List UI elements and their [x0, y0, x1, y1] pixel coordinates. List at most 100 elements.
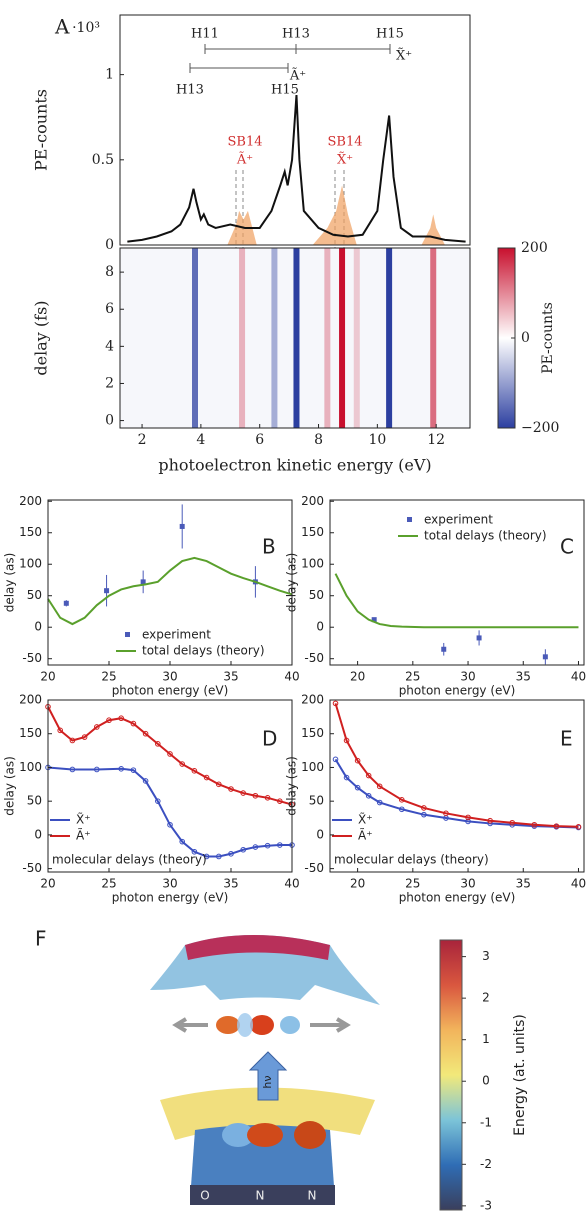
- marker: [179, 838, 185, 845]
- marker: [553, 823, 560, 829]
- panel-label: D: [262, 727, 277, 751]
- plot-frame: [119, 14, 471, 246]
- x-tick-label: 35: [516, 877, 531, 891]
- marker: [130, 720, 137, 727]
- x-tick-label: 25: [405, 877, 420, 891]
- marker: [69, 737, 76, 744]
- x-axis-label: photon energy (eV): [112, 684, 229, 698]
- colorbar: [439, 939, 463, 1211]
- marker: [575, 824, 582, 830]
- colorbar-tick-label: 0: [482, 1074, 490, 1088]
- colorbar-tick-label: -3: [480, 1198, 492, 1212]
- marker: [140, 579, 146, 585]
- marker: [252, 844, 259, 850]
- colorbar-tick-label: −200: [521, 420, 559, 436]
- marker: [264, 842, 271, 849]
- marker: [252, 792, 259, 799]
- marker: [509, 819, 516, 826]
- legend-label: total delays (theory): [424, 529, 547, 543]
- marker: [476, 635, 482, 641]
- marker: [167, 821, 173, 828]
- x-tick-label: 40: [571, 670, 586, 684]
- marker: [354, 757, 361, 764]
- annotation: H15: [271, 83, 299, 98]
- panel-a-annotations: H11 H13 H15 X̃⁺ Ã⁺ H13 H15 SB14 Ã⁺ SB14 …: [176, 27, 412, 428]
- legend-label: total delays (theory): [142, 644, 265, 658]
- annotation: H13: [282, 27, 310, 42]
- marker: [69, 766, 76, 773]
- panel-f-illustration: hν O N N: [150, 935, 380, 1205]
- panel: A ·10³ 0 0.5 1 PE-counts: [32, 14, 471, 253]
- y-tick-label: 100: [19, 760, 42, 774]
- annotation: SB14: [327, 135, 362, 150]
- marker: [104, 588, 110, 594]
- marker: [398, 797, 405, 803]
- marker: [487, 817, 493, 824]
- x-tick-label: 40: [571, 877, 586, 891]
- y-tick-label: 150: [301, 726, 324, 740]
- annotation: H11: [191, 27, 219, 42]
- plot-frame: [119, 247, 471, 429]
- x-tick-label: 8: [314, 432, 323, 448]
- x-axis-label: photon energy (eV): [399, 684, 516, 698]
- atom-label: O: [200, 1189, 209, 1203]
- x-tick-label: 40: [284, 877, 299, 891]
- marker: [142, 778, 149, 784]
- annotation: X̃⁺: [396, 47, 412, 63]
- x-tick-label: 30: [162, 877, 177, 891]
- x-tick-label: 25: [101, 670, 116, 684]
- y-tick-label: 0: [34, 620, 42, 634]
- x-tick-label: 30: [460, 670, 475, 684]
- y-tick-label: 150: [301, 525, 324, 539]
- x-tick-label: 35: [223, 670, 238, 684]
- stripe: [293, 248, 300, 428]
- panel: D X̃⁺ Ã⁺ molecular delays (theory) 20 25 30 35 4…: [3, 693, 300, 905]
- line: [47, 556, 293, 626]
- marker: [441, 646, 447, 652]
- x-tick-label: 4: [196, 432, 205, 448]
- legend-label: Ã⁺: [76, 828, 91, 843]
- y-axis-label: delay (as): [285, 756, 299, 816]
- annotation: H13: [176, 83, 204, 98]
- atom-label: N: [256, 1189, 265, 1203]
- stripe: [386, 248, 393, 428]
- marker: [264, 795, 271, 801]
- x-tick-label: 30: [460, 877, 475, 891]
- marker: [277, 798, 283, 804]
- colorbar-tick-label: 2: [482, 991, 490, 1005]
- y-tick-label: 150: [19, 726, 42, 740]
- y-tick-label: 1: [105, 67, 114, 83]
- y-tick-label: 50: [309, 588, 324, 602]
- marker: [421, 811, 427, 818]
- y-tick-label: 200: [19, 494, 42, 508]
- x-tick-label: 20: [40, 670, 55, 684]
- marker: [332, 756, 339, 763]
- colorbar-label: Energy (at. units): [512, 1014, 528, 1136]
- y-tick-label: 0.5: [92, 152, 114, 168]
- line: [334, 703, 579, 828]
- y-tick-label: 200: [19, 693, 42, 707]
- y-tick-label: 200: [301, 494, 324, 508]
- marker: [179, 761, 185, 767]
- marker: [191, 768, 198, 774]
- legend-label: X̃⁺: [76, 812, 91, 826]
- x-tick-label: 12: [427, 432, 445, 448]
- x-tick-label: 6: [255, 432, 264, 448]
- colorbar-label: PE-counts: [540, 302, 556, 374]
- marker: [398, 806, 405, 813]
- line: [334, 573, 579, 629]
- marker: [443, 810, 449, 817]
- y-unit: ·10³: [72, 20, 100, 36]
- marker: [365, 792, 372, 799]
- stripe: [339, 248, 346, 428]
- legend-label: experiment: [142, 628, 211, 642]
- y-axis-label: delay (fs): [32, 300, 51, 375]
- marker: [542, 654, 548, 660]
- marker: [57, 727, 64, 734]
- y-axis-label: delay (as): [285, 553, 299, 613]
- annotation: SB14: [227, 135, 262, 150]
- x-tick-label: 35: [223, 877, 238, 891]
- y-tick-label: 0: [316, 620, 324, 634]
- x-tick-label: 25: [405, 670, 420, 684]
